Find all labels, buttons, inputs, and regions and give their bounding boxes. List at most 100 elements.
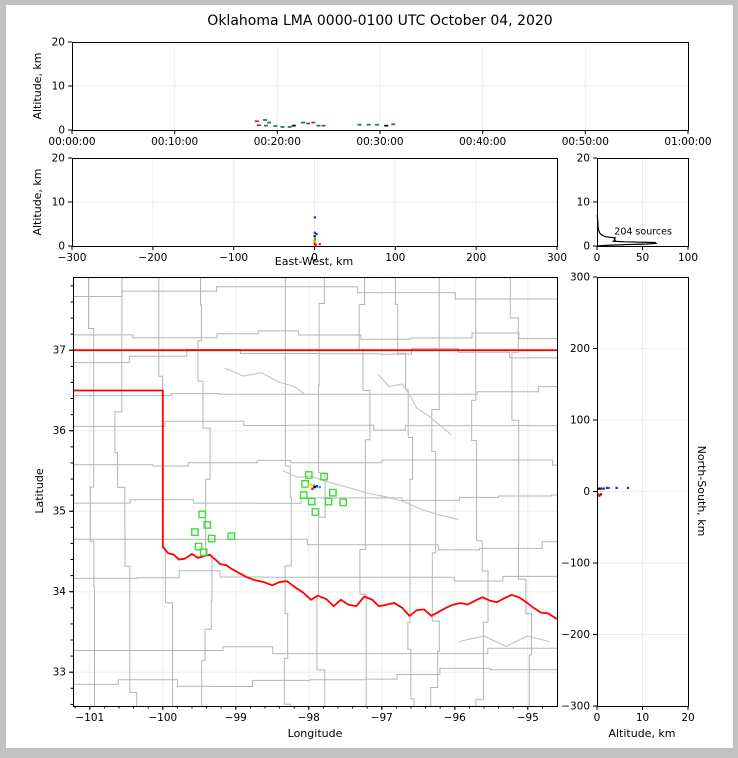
- lma-station-marker: [203, 521, 212, 529]
- lightning-source-dot: [313, 235, 316, 238]
- ns-height-ytick-label: 100: [570, 415, 590, 427]
- ew-panel-xlabel: East-West, km: [274, 255, 354, 268]
- lightning-source-dash: [273, 125, 278, 127]
- time-height-xtick-label: 00:20:00: [254, 136, 301, 148]
- lightning-source-dash: [391, 123, 396, 126]
- lightning-source-dot: [315, 485, 318, 488]
- time-height-xtick-label: 00:30:00: [356, 136, 403, 148]
- lightning-source-dot: [312, 484, 316, 487]
- lma-station-marker: [339, 498, 347, 507]
- lightning-source-dot: [605, 486, 609, 489]
- lightning-source-dash: [374, 123, 379, 126]
- ns-height-ytick-label: 0: [583, 486, 590, 498]
- ew-height-xtick-label: −200: [138, 252, 167, 264]
- lightning-source-dash: [384, 124, 389, 127]
- ew-height-xtick-label: −100: [219, 252, 248, 264]
- lightning-source-dot: [313, 238, 316, 241]
- figure-background: [6, 5, 733, 748]
- lightning-source-dot: [318, 485, 321, 489]
- lightning-source-dot: [598, 494, 601, 497]
- lightning-source-dot: [318, 243, 321, 246]
- lightning-source-dot: [313, 231, 316, 234]
- lightning-source-dash: [306, 122, 311, 125]
- ew-height-xtick-label: 0: [311, 252, 318, 264]
- map-xtick-label: −100: [148, 712, 177, 724]
- ns-panel-xlabel: Altitude, km: [608, 727, 676, 740]
- map-xtick-label: −95: [517, 712, 539, 724]
- lightning-source-dot: [313, 216, 316, 219]
- lma-station-marker: [190, 528, 199, 537]
- lightning-source-dash: [357, 123, 362, 126]
- lma-station-marker: [307, 497, 316, 506]
- map-ytick-label: 35: [53, 506, 66, 518]
- map-panel: −101 −100 −99 −98 −97 −96 −95 33 34 35 36 37: [53, 277, 558, 724]
- lightning-source-dot: [308, 485, 311, 488]
- map-xtick-label: −98: [298, 712, 320, 724]
- map-ytick-label: 37: [53, 345, 66, 357]
- lightning-source-dot: [315, 233, 318, 236]
- lightning-source-dash: [287, 126, 292, 128]
- lightning-source-dash: [321, 124, 326, 127]
- lma-station-marker: [299, 491, 308, 499]
- lma-station-marker: [301, 480, 309, 488]
- lightning-source-dot: [607, 486, 610, 489]
- time-height-ytick-label: 10: [52, 81, 65, 93]
- lightning-source-dot: [309, 483, 313, 486]
- lightning-source-dot: [626, 486, 629, 489]
- altitude-histogram-ytick-label: 10: [577, 197, 590, 209]
- lma-station-marker: [324, 497, 333, 506]
- ew-height-panel: −300 −200 −100 0 100 200 300 0 10 20: [52, 153, 567, 265]
- ew-height-xtick-label: 100: [385, 252, 405, 264]
- lightning-source-dash: [301, 121, 305, 124]
- ns-height-xtick-label: 10: [636, 712, 649, 724]
- ew-height-xtick-label: 300: [547, 252, 567, 264]
- ns-height-panel: 0 10 20 300 200 100 0 −100 −200 −300: [561, 272, 695, 725]
- map-ytick-label: 36: [53, 425, 67, 437]
- lightning-source-dot: [314, 243, 317, 246]
- time-height-xtick-label: 00:10:00: [151, 136, 198, 148]
- lightning-source-dash: [263, 119, 267, 121]
- lma-stations: [190, 471, 347, 557]
- plot-title: Oklahoma LMA 0000-0100 UTC October 04, 2…: [207, 13, 553, 29]
- lightning-source-dash: [256, 124, 261, 127]
- lightning-source-dash: [264, 124, 268, 127]
- altitude-histogram-ytick-label: 20: [577, 153, 590, 165]
- ns-height-ytick-label: −300: [561, 701, 590, 713]
- ew-height-ytick-label: 0: [58, 241, 65, 253]
- map-xtick-label: −97: [371, 712, 393, 724]
- ew-height-xtick-label: 200: [466, 252, 486, 264]
- lightning-source-dot: [600, 493, 603, 496]
- ns-height-ytick-label: 300: [570, 272, 590, 284]
- lightning-source-dot: [313, 240, 316, 243]
- lightning-source-dot: [598, 487, 601, 490]
- lightning-source-dash: [280, 126, 285, 128]
- lma-station-marker: [311, 508, 320, 516]
- map-xlabel: Longitude: [287, 727, 343, 740]
- time-height-ytick-label: 0: [58, 125, 65, 137]
- lightning-source-dash: [366, 123, 371, 126]
- oklahoma-state-border: [73, 349, 557, 620]
- lightning-source-dot: [597, 487, 600, 490]
- lma-station-marker: [320, 472, 328, 481]
- ns-height-ytick-label: −200: [561, 629, 590, 641]
- ns-height-ytick-label: 200: [570, 343, 590, 355]
- map-xtick-label: −96: [444, 712, 466, 724]
- map-xtick-label: −99: [225, 712, 247, 724]
- lightning-source-dash: [311, 121, 316, 124]
- lightning-source-dash: [267, 121, 272, 124]
- lma-station-marker: [329, 488, 337, 497]
- time-height-xtick-label: 00:40:00: [459, 136, 506, 148]
- county-boundaries: [73, 277, 557, 706]
- rivers: [224, 367, 550, 648]
- map-xtick-label: −101: [75, 712, 104, 724]
- lightning-source-dot: [602, 487, 605, 490]
- ns-height-xtick-label: 20: [681, 712, 694, 724]
- lightning-source-dot: [311, 487, 314, 490]
- lma-station-marker: [227, 532, 236, 541]
- time-height-panel: 00:00:00 00:10:00 00:20:00 00:30:00 00:40:00…: [48, 37, 711, 149]
- lightning-source-dot: [597, 493, 600, 496]
- altitude-histogram-xtick-label: 0: [594, 252, 601, 264]
- ns-height-xtick-label: 0: [594, 712, 601, 724]
